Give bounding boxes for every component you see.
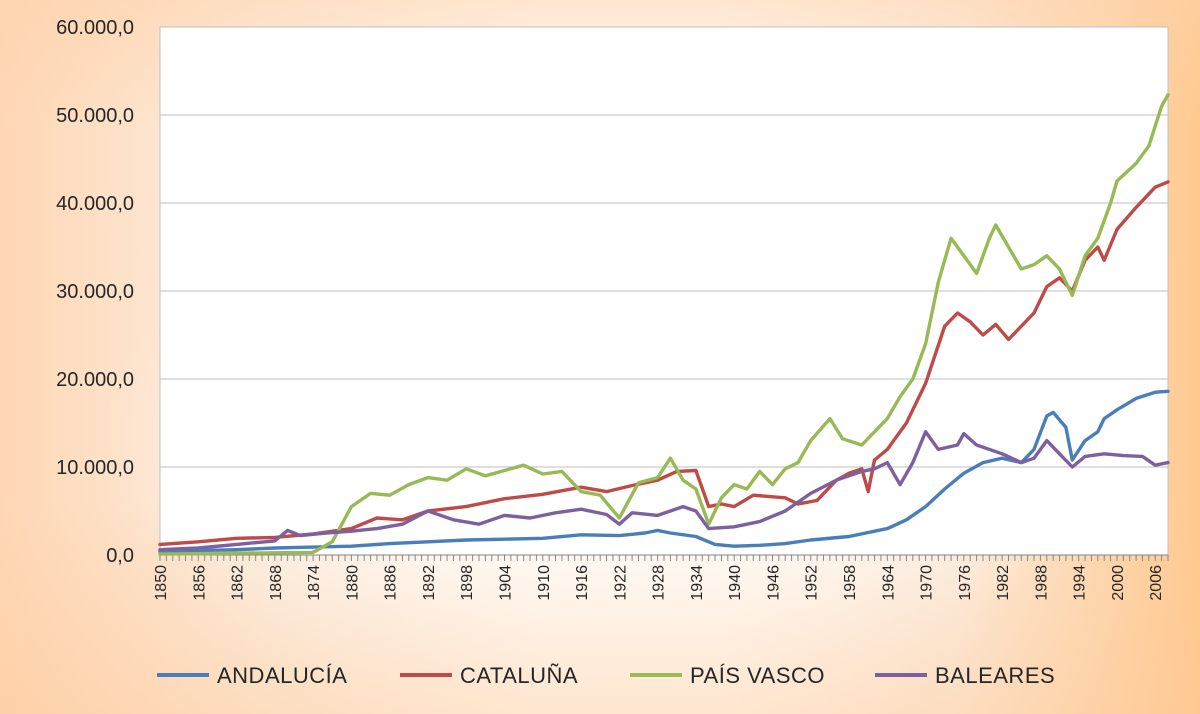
x-tick-label: 1928: [651, 565, 668, 601]
series-line-3: [158, 93, 1170, 556]
y-tick-label: 30.000,0: [56, 281, 134, 303]
x-tick-label: 1862: [230, 565, 247, 601]
legend-label: PAÍS VASCO: [690, 663, 825, 688]
x-tick-label: 1994: [1072, 565, 1089, 601]
series-lines: [158, 93, 1170, 556]
x-tick-label: 1970: [919, 565, 936, 601]
x-tick-label: 1982: [995, 565, 1012, 601]
y-axis: 0,0 10.000,0 20.000,0 30.000,0 40.000,0 50.00…: [56, 17, 134, 567]
y-tick-label: 10.000,0: [56, 457, 134, 479]
x-tick-label: 1952: [804, 565, 821, 601]
y-tick-label: 40.000,0: [56, 193, 134, 215]
x-tick-label: 1850: [153, 565, 170, 601]
x-tick-label: 1904: [498, 565, 515, 601]
x-tick-label: 1940: [727, 565, 744, 601]
x-tick-label: 1964: [880, 565, 897, 601]
x-tick-label: 1922: [612, 565, 629, 601]
x-tick-label: 1874: [306, 565, 323, 601]
x-tick-label: 1916: [574, 565, 591, 601]
x-tick-label: 1898: [459, 565, 476, 601]
x-tick-label: 1910: [536, 565, 553, 601]
y-tick-label: 20.000,0: [56, 369, 134, 391]
legend: ANDALUCÍA CATALUÑA PAÍS VASCO BALEARES: [157, 663, 1055, 688]
x-tick-label: 1958: [842, 565, 859, 601]
x-tick-label: 1886: [383, 565, 400, 601]
x-tick-label: 1976: [957, 565, 974, 601]
x-tick-label: 1856: [191, 565, 208, 601]
x-tick-label: 2006: [1148, 565, 1165, 601]
x-tick-label: 1988: [1033, 565, 1050, 601]
series-line-4: [158, 430, 1170, 552]
legend-label: ANDALUCÍA: [217, 663, 347, 688]
y-tick-label: 60.000,0: [56, 17, 134, 39]
x-tick-label: 1868: [268, 565, 285, 601]
y-tick-label: 0,0: [106, 545, 134, 567]
x-tick-label: 1934: [689, 565, 706, 601]
legend-label: CATALUÑA: [460, 663, 578, 688]
series-line-1: [158, 389, 1170, 554]
x-tick-label: 1892: [421, 565, 438, 601]
x-tick-label: 2000: [1110, 565, 1127, 601]
y-tick-label: 50.000,0: [56, 105, 134, 127]
x-tick-label: 1880: [344, 565, 361, 601]
x-axis: 1850 1856 1862 1868 1874 1880 1886 1892 1898 1904…: [153, 554, 1169, 601]
legend-label: BALEARES: [935, 663, 1055, 688]
x-tick-label: 1946: [765, 565, 782, 601]
